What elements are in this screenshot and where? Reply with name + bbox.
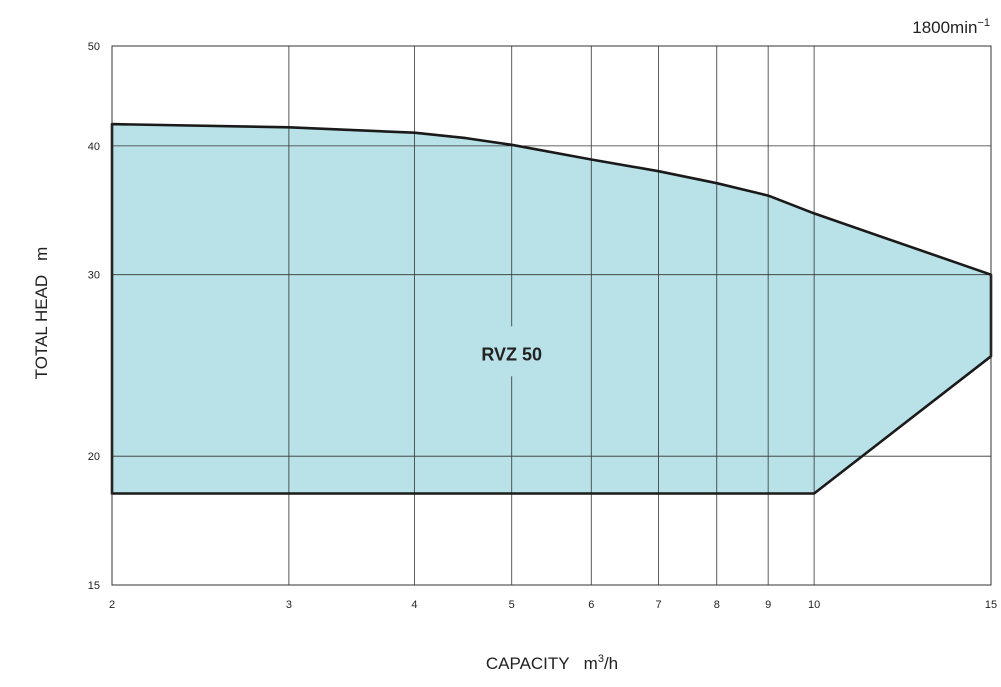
speed-exponent: −1	[977, 17, 990, 29]
region-label: RVZ 50	[481, 344, 542, 364]
y-tick-label: 40	[88, 141, 100, 153]
x-tick-label: 8	[714, 599, 720, 611]
x-tick-label: 7	[655, 599, 661, 611]
y-tick-label: 30	[88, 270, 100, 282]
x-tick-label: 9	[765, 599, 771, 611]
y-axis-title: TOTAL HEAD m	[32, 247, 51, 380]
plot-border	[111, 45, 992, 586]
x-tick-label: 2	[109, 599, 115, 611]
region-fill	[112, 124, 991, 494]
x-axis-label: CAPACITY	[486, 654, 570, 673]
region-outline	[110, 122, 993, 495]
operating-range	[112, 124, 991, 494]
y-axis-label: TOTAL HEAD	[32, 275, 51, 380]
x-axis-unit-tail: /h	[604, 654, 618, 673]
grid-lines	[112, 46, 991, 585]
x-tick-label: 3	[286, 599, 292, 611]
x-tick-label: 10	[808, 599, 820, 611]
plot-frame: RVZ 50	[111, 45, 992, 586]
x-axis-title: CAPACITY m3/h	[486, 653, 618, 673]
region-label-bg	[471, 326, 552, 377]
y-axis-unit: m	[32, 247, 51, 261]
speed-label: 1800min−1	[912, 17, 990, 37]
y-tick-label: 15	[88, 580, 100, 592]
x-axis-unit-base: m	[584, 654, 598, 673]
speed-value: 1800min	[912, 18, 977, 37]
x-tick-label: 5	[509, 599, 515, 611]
y-tick-label: 50	[88, 41, 100, 53]
x-axis-unit-exponent: 3	[598, 653, 604, 665]
tick-labels: 2 3 4 5 6 7 8 9 10 15 15 20 30 40 50	[88, 41, 997, 611]
x-tick-label: 15	[985, 599, 997, 611]
y-tick-label: 20	[88, 451, 100, 463]
x-tick-label: 6	[588, 599, 594, 611]
x-tick-label: 4	[411, 599, 417, 611]
